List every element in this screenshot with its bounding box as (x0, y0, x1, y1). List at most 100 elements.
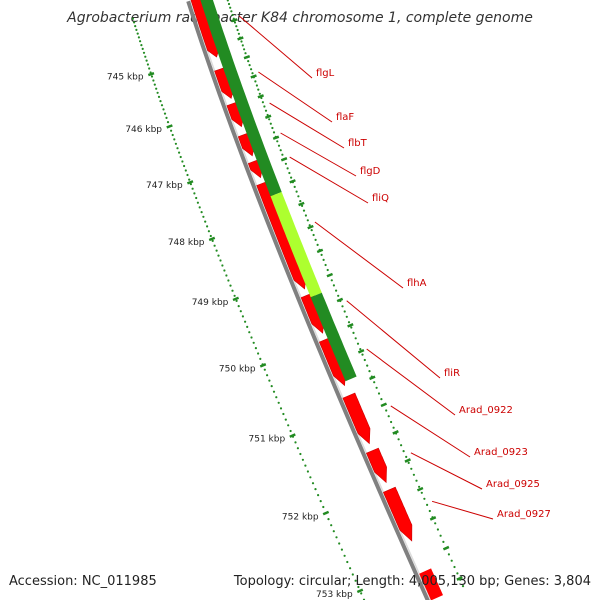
outer-dot (306, 219, 309, 222)
outer-dot (423, 497, 426, 500)
outer-dot (276, 140, 279, 143)
outer-dot (320, 253, 323, 256)
ruler-dot (311, 482, 315, 485)
outer-dot (279, 149, 282, 152)
gene-label-flgl: flgL (316, 68, 335, 79)
ruler-dot (139, 40, 142, 43)
ruler-tick-label: 747 kbp (146, 181, 183, 191)
ruler-ticks: 745 kbp 746 kbp 747 kbp 748 kbp 749 kbp 750 k… (107, 71, 364, 600)
ruler-dot (211, 239, 214, 242)
ruler-dot (204, 220, 207, 223)
outer-dot (397, 438, 400, 441)
ruler-dot (198, 206, 201, 209)
ruler-dot (140, 44, 143, 47)
ruler-tick (259, 363, 267, 368)
gc-skew-segment (310, 292, 357, 382)
outer-dot (310, 229, 313, 232)
outer-tick (237, 36, 244, 41)
outer-tick (307, 224, 314, 230)
gene-label-leader (269, 102, 345, 149)
outer-dot (250, 68, 253, 71)
outer-tick (416, 486, 424, 492)
outer-dot (368, 370, 371, 373)
gene-arrow-arad-0927 (383, 486, 413, 542)
ruler-dot (304, 464, 307, 467)
ruler-dot (178, 151, 181, 154)
outer-dot (361, 353, 364, 356)
ruler-dot (340, 548, 343, 551)
ruler-dot (171, 133, 174, 137)
gc-skew-segment (200, 0, 282, 197)
gene-label-leader (314, 221, 404, 289)
ruler-dot (136, 32, 139, 35)
outer-dot (447, 553, 450, 556)
ruler-dot (322, 505, 325, 509)
ruler-dot (174, 142, 177, 145)
outer-dot (434, 522, 437, 525)
ruler-tick (356, 588, 364, 594)
ruler-tick-label: 752 kbp (282, 512, 319, 522)
ruler-dot (146, 63, 149, 66)
outer-dot (405, 455, 408, 458)
outer-dot (316, 243, 319, 246)
gene-label-leader (238, 15, 313, 79)
ruler-dot (206, 225, 209, 228)
outer-dot (295, 190, 298, 193)
ruler-tick (147, 71, 155, 77)
outer-dot (359, 348, 362, 351)
outer-dot (226, 0, 229, 2)
outer-dot (301, 204, 304, 207)
ruler-dot (282, 412, 285, 416)
gene-label-leader (431, 500, 494, 520)
ruler-dot (135, 28, 138, 31)
ruler-dot (202, 215, 205, 218)
ruler-tick (232, 296, 240, 302)
ruler-dot (159, 100, 162, 103)
outer-dot (412, 473, 415, 476)
outer-dot (257, 88, 260, 91)
ruler-dot (246, 325, 249, 328)
outer-tick (442, 545, 450, 551)
ruler-dot (357, 585, 360, 589)
ruler-dot (225, 274, 228, 277)
outer-dot (366, 364, 369, 367)
outer-dot (450, 559, 453, 562)
outer-dot (255, 84, 258, 87)
outer-dot (243, 48, 246, 51)
outer-dot (418, 485, 421, 488)
ruler-dot (309, 476, 312, 479)
ruler-dot (231, 289, 234, 292)
ruler-dot (250, 336, 253, 339)
ruler-dot (181, 160, 184, 163)
gene-label-arad-0923: Arad_0923 (474, 447, 528, 458)
ruler-dot (191, 187, 194, 190)
outer-dot (227, 2, 231, 6)
ruler-dot (184, 169, 187, 172)
ruler-dot (239, 310, 242, 313)
ruler-dot (148, 67, 151, 70)
outer-dot (251, 72, 254, 75)
ruler-dot (343, 554, 346, 557)
outer-tick (326, 272, 334, 278)
outer-dot (271, 126, 274, 130)
ruler-dot (152, 79, 155, 82)
ruler-dot (141, 47, 144, 51)
gene-arrow-arad-0925 (365, 447, 387, 484)
ruler-dot (173, 138, 176, 141)
outer-tick (231, 18, 238, 23)
ruler-tick-label: 748 kbp (168, 238, 205, 248)
ruler-dot (289, 429, 292, 433)
outer-tick (336, 297, 344, 303)
ruler-dot (170, 129, 173, 132)
ruler-dot (346, 560, 349, 564)
ruler-dot (162, 108, 165, 111)
outer-tick (404, 458, 411, 463)
outer-dot (297, 195, 300, 198)
ruler-dot (349, 567, 352, 570)
ruler-dot (275, 396, 278, 399)
ruler-dot (229, 284, 232, 287)
ruler-dot (193, 192, 196, 195)
ruler-dot (270, 385, 273, 388)
ruler-dot (209, 234, 212, 238)
